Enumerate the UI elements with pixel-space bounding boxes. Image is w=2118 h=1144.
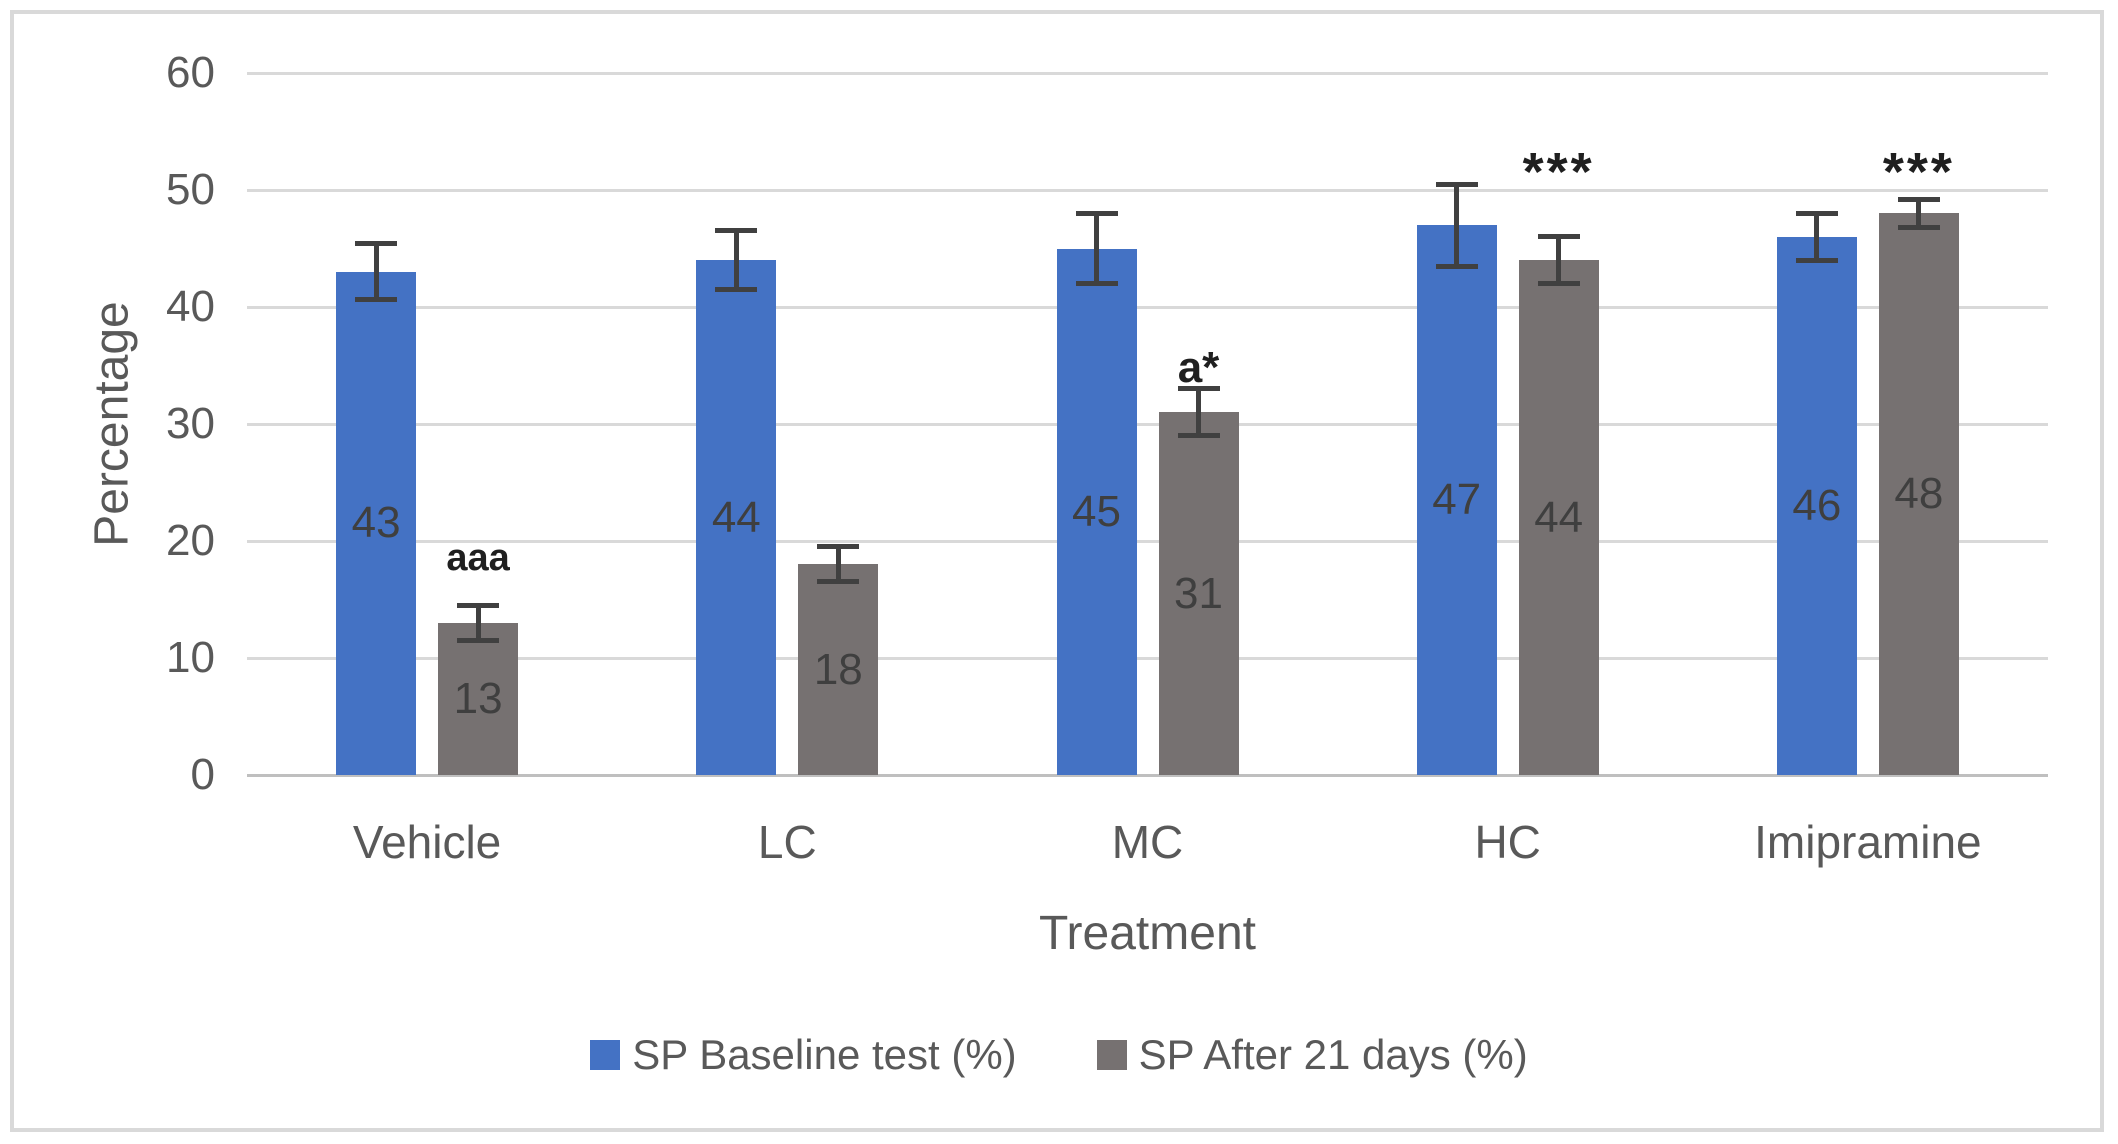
gridline <box>247 422 2048 426</box>
error-bar-bottom-cap <box>1435 263 1478 269</box>
error-bar-line <box>475 605 481 641</box>
y-tick-label: 20 <box>166 516 215 565</box>
error-bar-bottom-cap <box>1897 224 1940 230</box>
error-bar-line <box>1556 236 1562 284</box>
legend-item-after-21-days: SP After 21 days (%) <box>1096 1031 1528 1079</box>
x-category-label-lc: LC <box>757 816 817 868</box>
x-category-label-hc: HC <box>1474 816 1541 868</box>
bar-value-label: 45 <box>1072 486 1121 536</box>
x-axis-title: Treatment <box>1039 906 1256 960</box>
legend-label-baseline: SP Baseline test (%) <box>632 1031 1017 1078</box>
error-bar-line <box>733 230 739 290</box>
bar-value-label: 47 <box>1432 475 1482 525</box>
bar-lc-baseline <box>696 260 777 775</box>
bar-value-label: 44 <box>1534 492 1584 542</box>
legend: SP Baseline test (%) SP After 21 days (%… <box>0 1028 2118 1082</box>
error-bar-top-cap <box>715 228 758 234</box>
error-bar-line <box>1814 213 1820 261</box>
chart-border <box>10 10 2104 1132</box>
y-tick-label: 0 <box>190 750 215 799</box>
error-bar-bottom-cap <box>1075 281 1118 287</box>
y-tick-label: 60 <box>166 48 215 97</box>
legend-label-after-21-days: SP After 21 days (%) <box>1138 1031 1528 1078</box>
error-bar-bottom-cap <box>817 579 860 585</box>
error-bar-bottom-cap <box>1795 257 1838 263</box>
x-category-label-mc: MC <box>1111 816 1184 868</box>
gridline <box>247 188 2048 192</box>
bar-mc-baseline <box>1056 248 1137 775</box>
bar-lc-after21 <box>798 564 879 775</box>
y-axis-title: Percentage <box>85 301 139 547</box>
error-bar-top-cap <box>1177 386 1220 392</box>
y-tick-label: 40 <box>166 282 215 331</box>
error-bar-top-cap <box>1075 210 1118 216</box>
error-bar-line <box>835 546 841 582</box>
bar-hc-after21 <box>1518 260 1599 775</box>
x-category-label-vehicle: Vehicle <box>352 816 502 868</box>
y-tick-label: 50 <box>166 165 215 214</box>
legend-swatch-baseline-icon <box>590 1040 621 1070</box>
error-bar-line <box>1094 213 1099 284</box>
gridline <box>247 656 2048 660</box>
y-tick-label: 10 <box>166 633 215 682</box>
error-bar-top-cap <box>457 602 500 608</box>
bar-imipramine-baseline <box>1776 236 1857 775</box>
bar-value-label: 18 <box>813 644 863 694</box>
error-bar-line <box>373 243 379 300</box>
error-bar-bottom-cap <box>457 637 500 643</box>
significance-annotation: *** <box>1522 142 1595 203</box>
bar-value-label: 31 <box>1174 568 1223 618</box>
error-bar-bottom-cap <box>1537 281 1580 287</box>
bar-value-label: 43 <box>351 498 401 548</box>
error-bar-top-cap <box>817 544 860 550</box>
gridline <box>247 539 2048 543</box>
y-tick-label: 30 <box>166 399 215 448</box>
x-category-label-imipramine: Imipramine <box>1754 816 1982 868</box>
bar-vehicle-baseline <box>336 271 417 775</box>
gridline <box>247 305 2048 309</box>
bar-hc-baseline <box>1416 225 1497 775</box>
bar-value-label: 46 <box>1792 480 1842 530</box>
error-bar-bottom-cap <box>715 286 758 292</box>
error-bar-top-cap <box>355 241 398 247</box>
legend-swatch-after-21-days-icon <box>1096 1040 1127 1070</box>
bar-value-label: 44 <box>711 492 761 542</box>
error-bar-bottom-cap <box>1177 433 1220 439</box>
error-bar-top-cap <box>1537 234 1580 240</box>
x-axis-line <box>247 773 2048 777</box>
bar-value-label: 48 <box>1894 469 1944 519</box>
error-bar-bottom-cap <box>355 297 398 303</box>
gridline <box>247 71 2048 75</box>
error-bar-top-cap <box>1435 181 1478 187</box>
error-bar-line <box>1454 184 1460 267</box>
error-bar-line <box>1916 199 1922 228</box>
bar-vehicle-after21 <box>438 622 519 775</box>
bar-imipramine-after21 <box>1878 213 1959 775</box>
error-bar-top-cap <box>1897 196 1940 202</box>
bar-mc-after21 <box>1158 412 1239 775</box>
error-bar-line <box>1196 388 1201 436</box>
significance-annotation: *** <box>1882 142 1955 203</box>
significance-annotation: a* <box>1177 342 1220 392</box>
error-bar-top-cap <box>1795 210 1838 216</box>
legend-item-baseline: SP Baseline test (%) <box>590 1031 1017 1079</box>
significance-annotation: aaa <box>446 537 510 580</box>
bar-value-label: 13 <box>453 673 503 723</box>
